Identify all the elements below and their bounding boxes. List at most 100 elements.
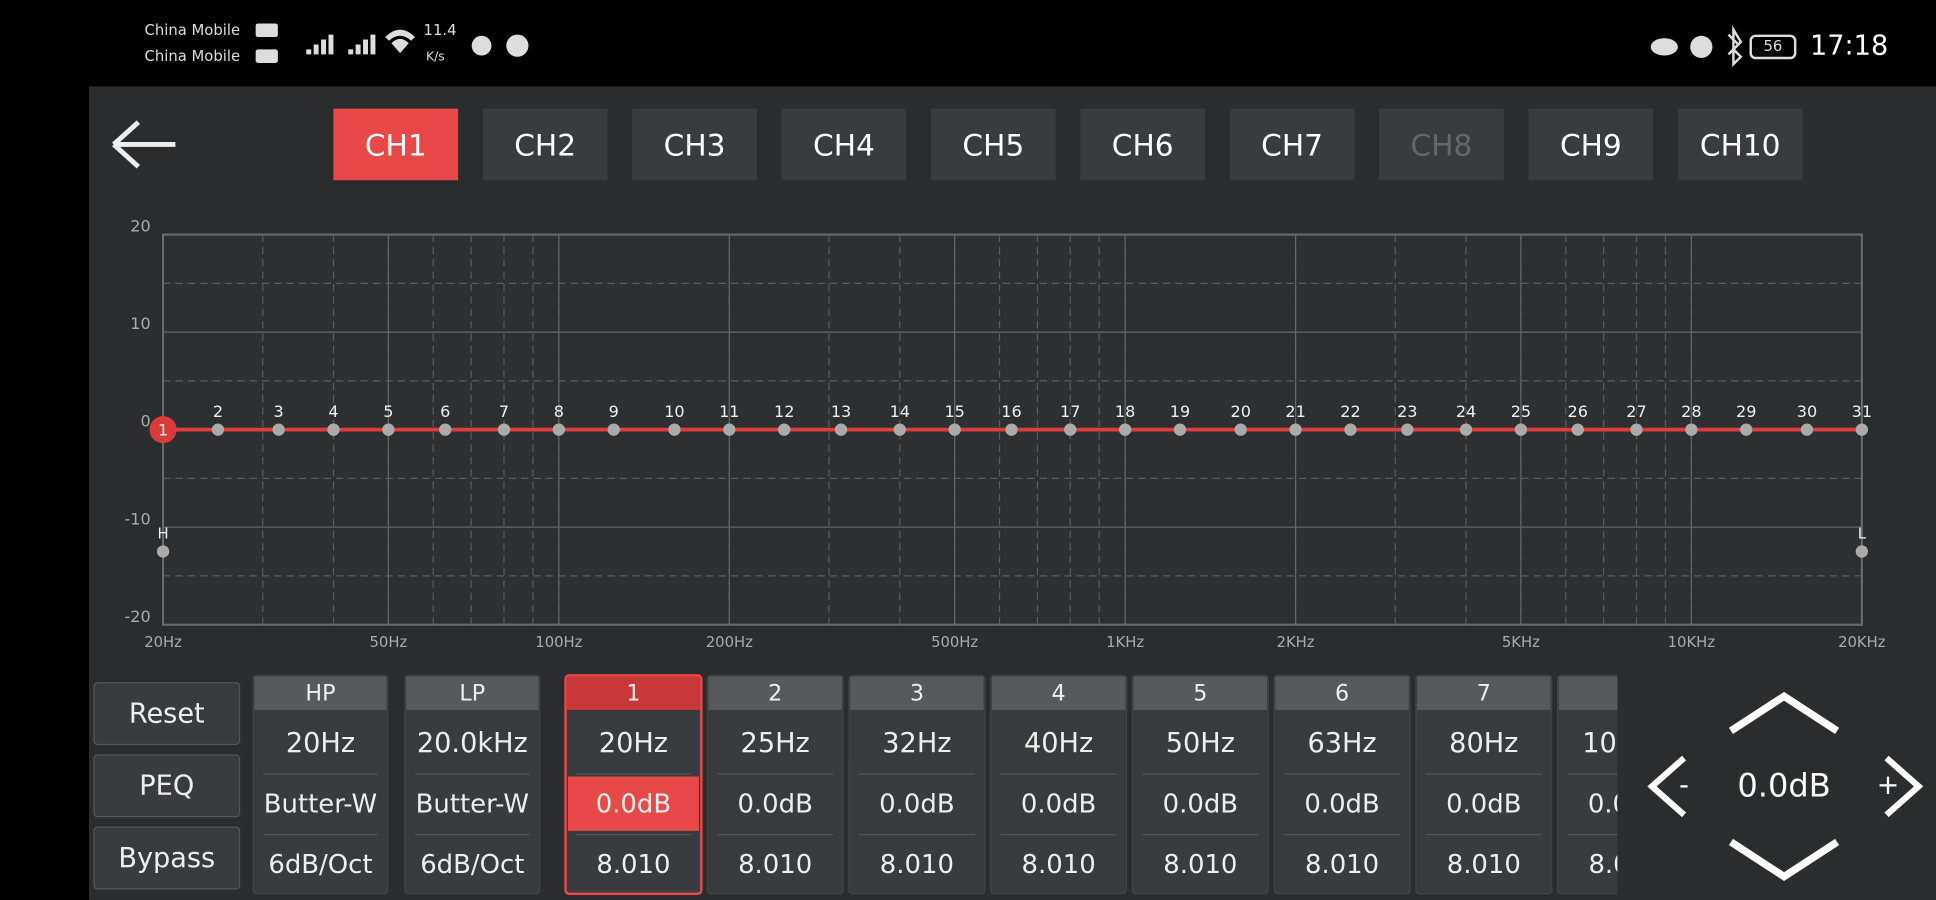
band-point[interactable] xyxy=(948,423,961,436)
channel-tab[interactable] xyxy=(1229,108,1355,181)
band-point[interactable] xyxy=(1571,423,1584,436)
band-point[interactable] xyxy=(893,423,906,436)
band-point[interactable] xyxy=(327,423,340,436)
band-point[interactable] xyxy=(1401,423,1414,436)
band-point[interactable] xyxy=(1118,423,1132,436)
x-tick-label: 5KHz xyxy=(1502,634,1540,651)
gain-left[interactable] xyxy=(1647,755,1687,818)
channel-tab[interactable] xyxy=(1528,108,1654,181)
band-point[interactable] xyxy=(723,423,736,436)
card-text: 4 xyxy=(1052,680,1066,706)
card[interactable] xyxy=(252,674,389,895)
channel-tab-label[interactable]: CH5 xyxy=(962,128,1024,162)
band-point[interactable] xyxy=(497,423,511,436)
side-button[interactable] xyxy=(93,826,241,890)
band-point[interactable] xyxy=(552,423,566,436)
channel-tab-label[interactable]: CH6 xyxy=(1112,128,1174,162)
band-label: 26 xyxy=(1568,402,1588,421)
channel-tab[interactable] xyxy=(1677,108,1803,181)
band-label: 22 xyxy=(1340,402,1360,421)
card-text: 8.010 xyxy=(880,850,954,880)
plus[interactable]: + xyxy=(1877,770,1900,801)
band-point[interactable] xyxy=(1630,423,1643,436)
channel-tab[interactable] xyxy=(1379,108,1504,181)
band-point[interactable] xyxy=(1289,423,1302,436)
gain-right[interactable] xyxy=(1884,755,1924,818)
band-point[interactable] xyxy=(272,423,285,436)
card-text: 50Hz xyxy=(1166,728,1235,759)
band-point[interactable] xyxy=(1234,423,1247,436)
gain-up[interactable] xyxy=(1728,691,1840,734)
side-button[interactable] xyxy=(93,682,241,746)
band-point[interactable] xyxy=(834,423,848,436)
card[interactable] xyxy=(848,674,986,895)
x-tick-label: 20KHz xyxy=(1838,634,1886,651)
channel-tab-label[interactable]: CH3 xyxy=(664,128,726,162)
card-text: Butter-W xyxy=(264,789,377,819)
net-speed-unit: K/s xyxy=(426,49,445,63)
channel-tab[interactable] xyxy=(632,108,757,181)
channel-tab[interactable] xyxy=(781,108,907,181)
card-text: 0.0dB xyxy=(1163,789,1238,819)
card-strip: HP 20Hz Butter-W 6dB/Oct LP 20.0kHz Butter-W 6d… xyxy=(252,674,1694,896)
channel-tab[interactable] xyxy=(482,108,608,181)
band-point[interactable] xyxy=(1685,423,1698,436)
card-text: 8.010 xyxy=(1163,850,1237,880)
channel-tab-label[interactable]: CH1 xyxy=(365,128,427,162)
card-text: LP xyxy=(459,680,485,706)
channel-tab[interactable] xyxy=(1080,108,1206,181)
side-button[interactable] xyxy=(93,754,241,818)
card[interactable] xyxy=(1415,674,1553,895)
band-point[interactable] xyxy=(1064,423,1077,436)
card[interactable] xyxy=(1131,674,1269,895)
band-point[interactable] xyxy=(1800,423,1814,436)
band-point[interactable] xyxy=(607,423,620,436)
clock: 17:18 xyxy=(1810,30,1888,61)
channel-tab-label[interactable]: CH2 xyxy=(514,128,576,162)
band-point[interactable] xyxy=(668,423,681,436)
channel-tab-label[interactable]: CH9 xyxy=(1560,128,1622,162)
band-point[interactable] xyxy=(778,423,791,436)
card[interactable] xyxy=(706,674,844,895)
channel-tab-label[interactable]: CH8 xyxy=(1411,128,1473,162)
band-point[interactable] xyxy=(211,423,225,436)
channel-tab[interactable] xyxy=(333,108,459,181)
y-tick-label: 10 xyxy=(130,314,150,333)
band-label: 4 xyxy=(328,402,338,421)
card-header xyxy=(708,676,842,710)
filter-marker[interactable] xyxy=(156,545,170,558)
band-label: 10 xyxy=(664,402,684,421)
card[interactable] xyxy=(404,674,541,895)
net-speed: 11.4 xyxy=(424,22,457,39)
band-point[interactable] xyxy=(1173,423,1187,436)
card-text: 8.010 xyxy=(596,850,670,880)
band-point[interactable] xyxy=(1740,423,1753,436)
band-point[interactable] xyxy=(1005,423,1018,436)
minus[interactable]: - xyxy=(1679,770,1689,801)
channel-tab[interactable] xyxy=(930,108,1056,181)
card-text: 80Hz xyxy=(1449,728,1518,759)
channel-tab-label[interactable]: CH7 xyxy=(1261,128,1323,162)
side-button-label[interactable]: Reset xyxy=(129,698,205,729)
band-point[interactable] xyxy=(439,423,452,436)
filter-marker[interactable] xyxy=(1855,545,1868,558)
side-button-label[interactable]: PEQ xyxy=(139,771,194,802)
card[interactable] xyxy=(990,674,1128,895)
card-text: 40Hz xyxy=(1024,728,1093,759)
band-point[interactable] xyxy=(382,423,395,436)
gain-down[interactable] xyxy=(1728,838,1840,881)
band-point[interactable] xyxy=(1344,423,1357,436)
card-text: 0.0dB xyxy=(879,789,954,819)
band-point[interactable] xyxy=(149,416,177,444)
card-header xyxy=(1133,676,1268,710)
back-button[interactable] xyxy=(112,120,176,169)
side-button-label[interactable]: Bypass xyxy=(118,843,215,874)
band-point[interactable] xyxy=(1459,423,1473,436)
band-point[interactable] xyxy=(1514,423,1528,436)
card[interactable] xyxy=(1557,674,1694,895)
band-point[interactable] xyxy=(1855,423,1868,436)
channel-tab-label[interactable]: CH4 xyxy=(813,128,875,162)
card[interactable] xyxy=(1273,674,1411,895)
channel-tab-label[interactable]: CH10 xyxy=(1700,128,1781,162)
